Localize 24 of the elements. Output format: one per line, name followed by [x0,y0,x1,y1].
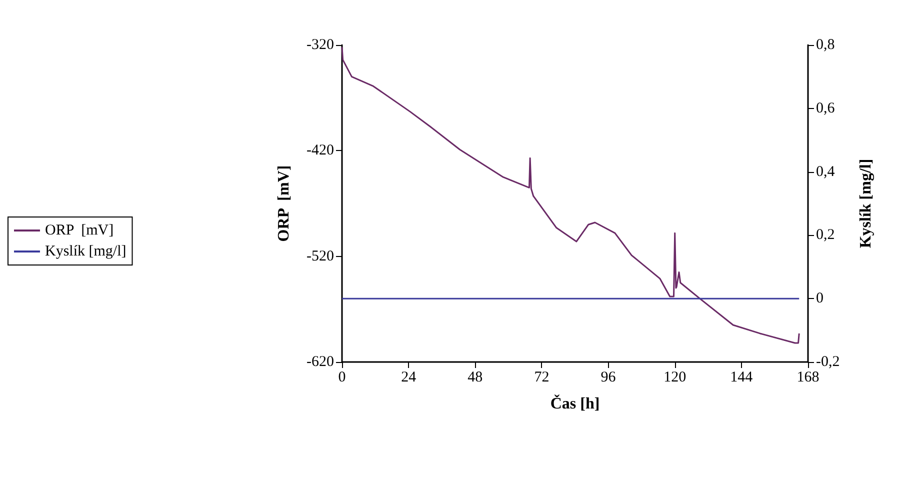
x-tick-label: 72 [534,370,550,386]
line-series [341,46,800,344]
x-tick-label: 96 [600,370,616,386]
x-tick-label: 0 [338,370,346,386]
x-axis-title: Čas [h] [550,394,600,412]
y2-tick-label: 0,2 [816,227,835,244]
x-tick-label: 168 [796,370,820,386]
x-tick-label: 24 [401,370,417,386]
y2-tick-label: -0,2 [816,354,840,370]
y2-tick-label: 0,6 [816,100,836,116]
y2-tick-label: 0 [816,290,824,307]
y-tick-label: -620 [306,354,334,370]
y-tick-label: -320 [306,37,334,53]
legend-label: Kyslík [mg/l] [45,244,126,260]
y-tick-label: -520 [306,248,334,264]
y2-axis-title: Kyslík [mg/l] [858,158,874,248]
y-axis-title: ORP [mV] [276,165,292,242]
x-tick-label: 120 [664,370,686,386]
y2-tick-label: 0,4 [816,164,836,180]
x-tick-label: 144 [730,370,754,386]
y-tick-label: -420 [306,142,334,159]
legend-label: ORP [mV] [45,222,114,238]
x-tick-label: 48 [468,370,483,386]
y2-tick-label: 0,8 [816,37,835,53]
